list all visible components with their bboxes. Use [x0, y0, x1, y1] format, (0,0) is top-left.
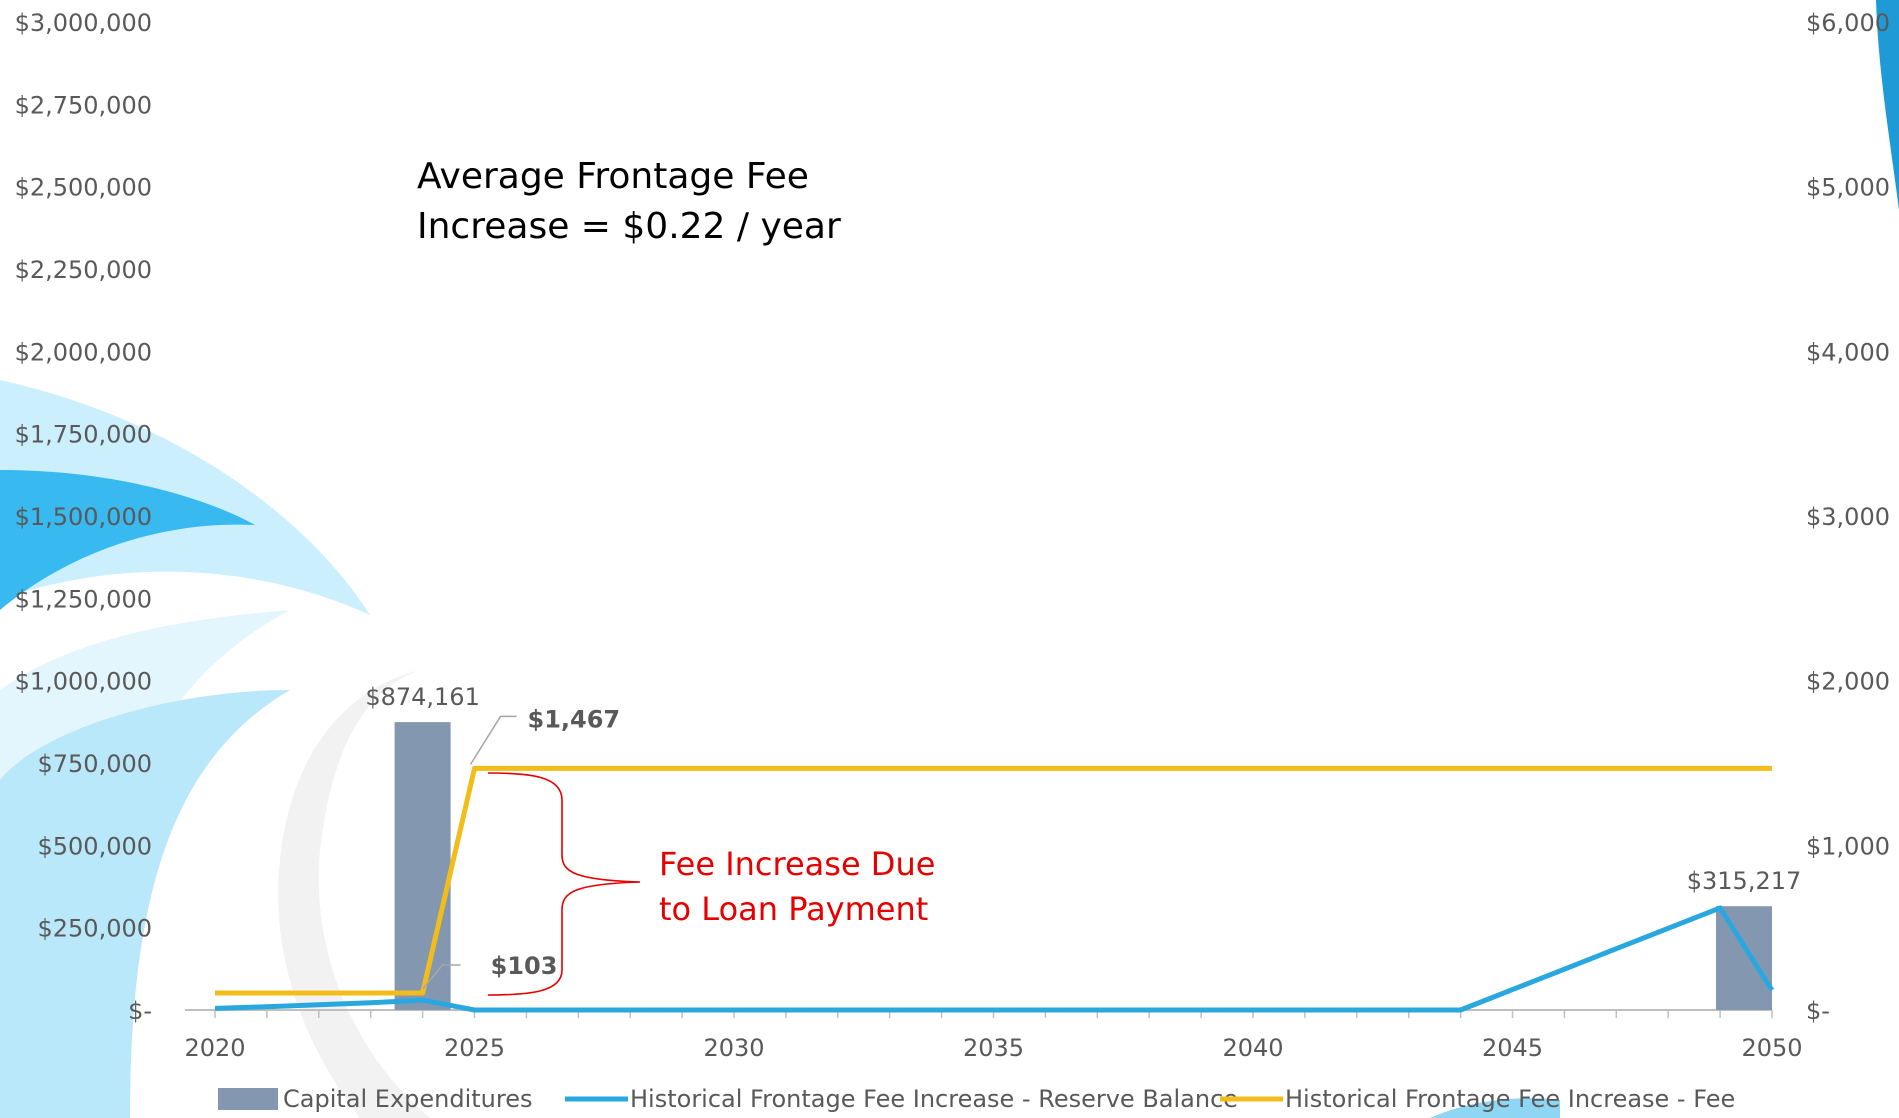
- y-left-tick-label: $1,000,000: [15, 668, 152, 696]
- fee-point-label: $1,467: [528, 705, 621, 733]
- decorative-swirl-inner: [0, 470, 255, 610]
- x-tick-label: 2050: [1741, 1034, 1802, 1062]
- y-left-tick-label: $2,000,000: [15, 338, 152, 366]
- y-right-tick-label: $4,000: [1806, 338, 1890, 366]
- lines-layer: [214, 765, 1775, 1013]
- decorative-swirl-bottom: [1430, 1098, 1560, 1118]
- fee-label-leader: [422, 964, 461, 990]
- x-tick-label: 2040: [1222, 1034, 1283, 1062]
- y-right-tick-label: $3,000: [1806, 503, 1890, 531]
- fee-line: [215, 765, 1772, 996]
- bars-layer: [394, 722, 1772, 1010]
- data-labels-layer: $874,161 $315,217 $103 $1,467: [365, 683, 1802, 990]
- y-left-tick-label: $1,250,000: [15, 585, 152, 613]
- y-left-tick-label: $-: [128, 997, 152, 1025]
- x-tick-label: 2035: [963, 1034, 1024, 1062]
- y-left-tick-label: $2,250,000: [15, 256, 152, 284]
- decorative-swirl-right: [1876, 0, 1899, 210]
- legend-swatch-capital-expenditures: [218, 1088, 278, 1110]
- bar-value-label: $315,217: [1687, 867, 1802, 895]
- x-tick-label: 2025: [444, 1034, 505, 1062]
- bar-value-label: $874,161: [365, 683, 480, 711]
- y-left-tick-label: $1,750,000: [15, 421, 152, 449]
- y-right-tick-label: $2,000: [1806, 668, 1890, 696]
- y-left-tick-label: $1,500,000: [15, 503, 152, 531]
- x-tick-label: 2020: [184, 1034, 245, 1062]
- fee-point-label: $103: [491, 952, 558, 980]
- axis-layer: 2020 2025 2030 2035 2040 2045 2050$-$250,000$5…: [15, 9, 1890, 1062]
- reserve-balance-line: [214, 905, 1775, 1013]
- fee-increase-note-line1: Fee Increase Due: [659, 845, 935, 883]
- fee-label-leader: [469, 715, 517, 765]
- decorative-swirl-mid: [0, 690, 290, 1118]
- y-left-tick-label: $500,000: [37, 832, 152, 860]
- fee-increase-brace: [487, 772, 641, 996]
- avg-fee-note-line1: Average Frontage Fee: [417, 156, 809, 197]
- fee-increase-note-line2: to Loan Payment: [659, 890, 928, 928]
- y-right-tick-label: $-: [1806, 997, 1830, 1025]
- y-left-tick-label: $2,750,000: [15, 91, 152, 119]
- y-right-tick-label: $5,000: [1806, 174, 1890, 202]
- legend: Capital Expenditures Historical Frontage …: [218, 1085, 1735, 1113]
- y-left-tick-label: $750,000: [37, 750, 152, 778]
- legend-label-reserve-balance: Historical Frontage Fee Increase - Reser…: [630, 1085, 1238, 1113]
- legend-label-fee: Historical Frontage Fee Increase - Fee: [1285, 1085, 1735, 1113]
- capital-expenditure-bar: [1716, 906, 1772, 1010]
- legend-label-capital-expenditures: Capital Expenditures: [283, 1085, 533, 1113]
- y-left-tick-label: $2,500,000: [15, 174, 152, 202]
- y-left-tick-label: $3,000,000: [15, 9, 152, 37]
- y-left-tick-label: $250,000: [37, 915, 152, 943]
- capital-expenditure-bar: [394, 722, 451, 1010]
- y-right-tick-label: $6,000: [1806, 9, 1890, 37]
- x-tick-label: 2030: [703, 1034, 764, 1062]
- x-tick-label: 2045: [1482, 1034, 1543, 1062]
- avg-fee-note-line2: Increase = $0.22 / year: [417, 206, 841, 247]
- y-right-tick-label: $1,000: [1806, 832, 1890, 860]
